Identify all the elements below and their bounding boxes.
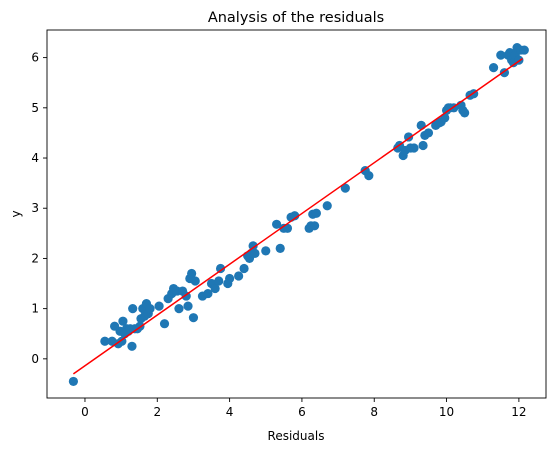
y-tick-label: 2 xyxy=(31,251,39,265)
x-tick-label: 12 xyxy=(511,405,526,419)
y-tick-label: 3 xyxy=(31,201,39,215)
y-tick-label: 0 xyxy=(31,352,39,366)
x-tick-label: 0 xyxy=(81,405,89,419)
data-point xyxy=(68,376,78,387)
data-point xyxy=(261,246,271,256)
data-point xyxy=(364,170,374,181)
data-point xyxy=(309,221,320,231)
data-point xyxy=(159,319,170,329)
x-tick-label: 6 xyxy=(298,405,306,419)
axes-frame xyxy=(46,29,547,399)
y-axis: 0 1 2 3 4 5 6 xyxy=(31,51,47,366)
data-point xyxy=(250,248,260,259)
data-point xyxy=(423,128,434,138)
data-point xyxy=(188,313,199,323)
data-point xyxy=(154,301,164,311)
y-tick-label: 4 xyxy=(31,151,39,165)
data-point xyxy=(239,263,249,274)
x-axis-label: Residuals xyxy=(268,429,325,443)
data-point xyxy=(183,301,193,311)
data-point xyxy=(100,336,110,346)
data-point xyxy=(275,243,285,253)
data-point xyxy=(127,341,137,351)
data-point xyxy=(174,304,184,314)
x-tick-label: 2 xyxy=(153,405,161,419)
data-point xyxy=(190,276,200,286)
data-point xyxy=(187,268,197,279)
data-point xyxy=(416,120,426,130)
data-point xyxy=(214,276,224,286)
data-point xyxy=(496,50,506,60)
data-point xyxy=(234,271,244,281)
data-point xyxy=(322,201,332,211)
x-tick-label: 4 xyxy=(226,405,234,419)
data-point xyxy=(418,140,428,151)
data-point xyxy=(118,316,128,326)
data-point xyxy=(340,183,350,193)
data-point xyxy=(488,63,499,73)
chart-title: Analysis of the residuals xyxy=(208,10,384,26)
plot-area xyxy=(68,42,529,387)
data-point xyxy=(248,241,258,251)
y-axis-label: y xyxy=(9,210,23,217)
data-point xyxy=(409,143,419,153)
data-point xyxy=(203,288,213,299)
y-tick-label: 1 xyxy=(31,302,39,316)
x-axis: 0 2 4 6 8 10 12 xyxy=(81,398,527,419)
fit-line xyxy=(72,58,523,375)
data-point xyxy=(128,304,138,314)
data-point xyxy=(290,211,300,221)
data-point xyxy=(225,273,235,284)
x-tick-label: 8 xyxy=(370,405,378,419)
data-point xyxy=(519,45,529,55)
y-tick-label: 5 xyxy=(31,101,39,115)
data-point xyxy=(311,208,321,218)
data-point xyxy=(215,263,226,274)
x-tick-label: 10 xyxy=(439,405,454,419)
y-tick-label: 6 xyxy=(31,51,39,65)
data-point xyxy=(210,283,220,294)
data-point xyxy=(272,219,282,229)
data-point xyxy=(460,108,470,118)
data-point xyxy=(403,132,414,142)
data-point xyxy=(145,304,155,314)
